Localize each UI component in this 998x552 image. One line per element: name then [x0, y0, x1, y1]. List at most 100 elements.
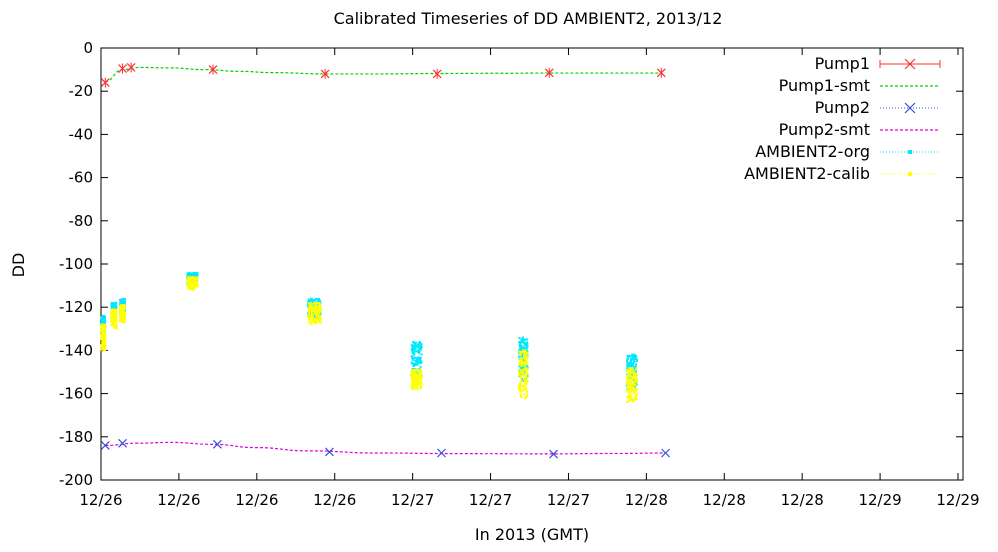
data-dot [413, 368, 416, 371]
data-dot [625, 359, 628, 362]
data-dot [189, 274, 192, 277]
data-dot [417, 356, 420, 359]
data-point [904, 102, 916, 114]
data-dot [122, 311, 125, 314]
dot-cluster [186, 276, 199, 291]
data-dot [102, 347, 105, 350]
data-dot [412, 349, 415, 352]
data-dot [633, 381, 636, 384]
data-dot [627, 355, 630, 358]
data-dot [121, 314, 124, 317]
data-dot [196, 273, 199, 276]
data-dot [519, 345, 522, 348]
data-dot [417, 372, 420, 375]
data-dot [113, 326, 116, 329]
data-dot [194, 279, 197, 282]
data-dot [525, 353, 528, 356]
data-dot [525, 379, 528, 382]
data-dot [525, 347, 528, 350]
data-dot [634, 394, 637, 397]
data-dot [186, 272, 189, 275]
data-dot [629, 390, 632, 393]
data-dot [119, 320, 122, 323]
data-dot [413, 384, 416, 387]
data-dot [314, 318, 317, 321]
data-dot [414, 362, 417, 365]
data-dot [414, 373, 417, 376]
data-dot [417, 360, 420, 363]
data-dot [195, 279, 198, 282]
data-dot [518, 355, 521, 358]
data-dot [632, 392, 635, 395]
data-dot [420, 342, 423, 345]
data-dot [523, 387, 526, 390]
data-dot [627, 369, 630, 372]
data-point [118, 64, 127, 73]
data-dot [628, 371, 631, 374]
data-dot [122, 298, 125, 301]
data-dot [310, 315, 313, 318]
data-dot [123, 316, 126, 319]
data-dot [525, 377, 528, 380]
data-dot [522, 372, 525, 375]
data-dot [419, 360, 422, 363]
data-dot [526, 338, 529, 341]
data-dot [189, 284, 192, 287]
data-dot [316, 303, 319, 306]
data-dot [413, 342, 416, 345]
data-dot [103, 338, 106, 341]
data-dot [526, 372, 529, 375]
data-dot [630, 388, 633, 391]
data-dot [522, 362, 525, 365]
data-dot [519, 375, 522, 378]
data-dot [307, 307, 310, 310]
data-dot [100, 345, 103, 348]
data-dot [318, 310, 321, 313]
data-dot [110, 302, 113, 305]
data-dot [627, 390, 630, 393]
data-dot [312, 311, 315, 314]
data-dot [518, 336, 521, 339]
data-dot [412, 386, 415, 389]
data-dot [420, 384, 423, 387]
data-dot [526, 343, 529, 346]
data-dot [415, 345, 418, 348]
data-dot [521, 359, 524, 362]
data-dot [518, 384, 521, 387]
data-dot [121, 315, 124, 318]
data-dot [518, 363, 521, 366]
data-dot [518, 368, 521, 371]
data-dot [188, 284, 191, 287]
data-dot [103, 324, 106, 327]
data-dot [420, 378, 423, 381]
data-dot [317, 301, 320, 304]
data-dot [631, 389, 634, 392]
point-stroke [325, 447, 334, 457]
data-dot [119, 317, 122, 320]
x-tick-label: 12/27 [391, 491, 434, 509]
data-point [320, 69, 330, 79]
data-dot [118, 308, 121, 311]
data-dot [316, 306, 319, 309]
data-dot [414, 341, 417, 344]
x-tick-label: 12/26 [235, 491, 278, 509]
data-dot [115, 325, 118, 328]
data-dot [414, 343, 417, 346]
data-dot [523, 393, 526, 396]
data-dot [111, 320, 114, 323]
data-dot [411, 357, 414, 360]
data-dot [416, 374, 419, 377]
data-dot [313, 302, 316, 305]
data-point [544, 68, 554, 78]
data-dot [123, 319, 126, 322]
data-dot [101, 343, 104, 346]
dot-cluster [100, 323, 107, 352]
data-dot [189, 287, 192, 290]
data-dot [524, 354, 527, 357]
data-dot [104, 349, 107, 352]
data-dot [317, 320, 320, 323]
data-dot [307, 314, 310, 317]
data-dot [521, 352, 524, 355]
x-tick-label: 12/28 [703, 491, 746, 509]
data-dot [120, 307, 123, 310]
